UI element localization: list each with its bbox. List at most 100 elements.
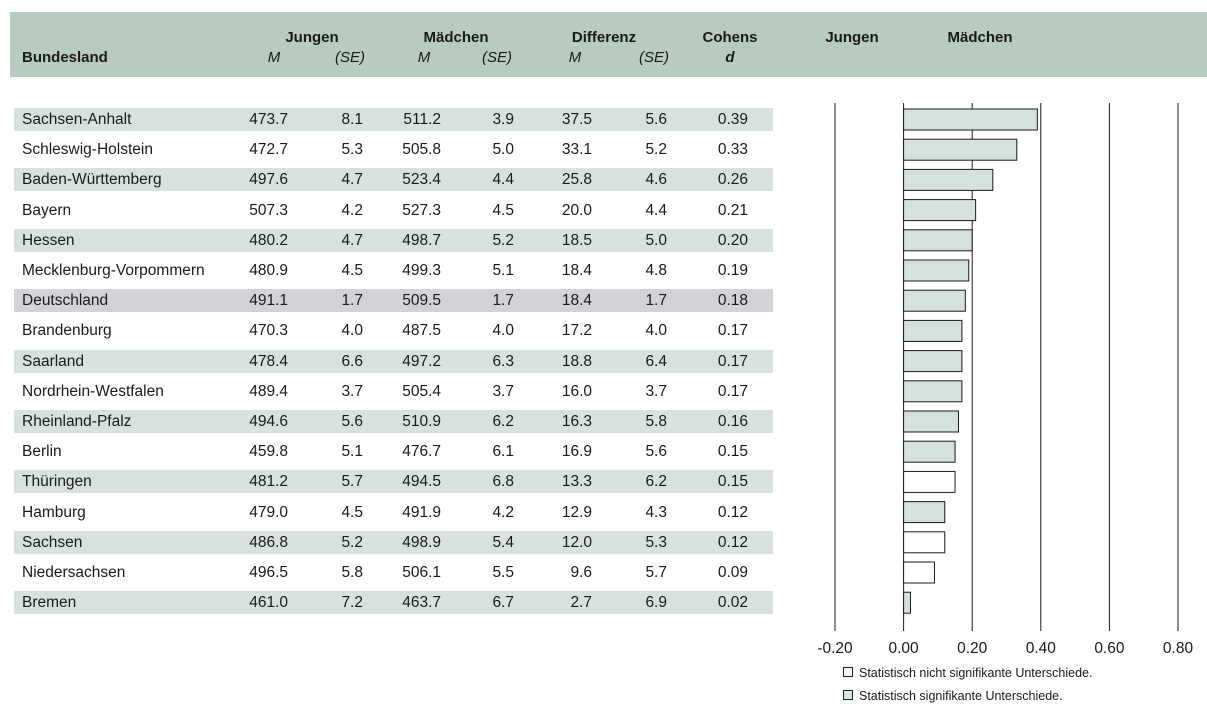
cell-d-se: 5.6 — [645, 443, 667, 461]
cell-j-se: 5.3 — [341, 141, 363, 159]
cell-j-m: 459.8 — [249, 443, 288, 461]
bar — [903, 501, 946, 524]
cell-d-se: 6.9 — [645, 594, 667, 612]
cell-j-m: 473.7 — [249, 111, 288, 128]
cell-m-se: 6.7 — [492, 594, 514, 612]
cell-j-se: 4.7 — [341, 231, 363, 249]
cell-d-se: 4.8 — [645, 262, 667, 279]
chart-header-maedchen: Mädchen — [947, 29, 1013, 46]
cell-d: 0.17 — [717, 322, 748, 340]
cell-name: Niedersachsen — [22, 564, 126, 581]
cell-d: 0.33 — [717, 141, 748, 159]
cell-d-se: 1.7 — [645, 292, 667, 310]
bar — [903, 350, 963, 373]
legend-label-significant: Statistisch signifikante Unterschiede. — [859, 689, 1063, 703]
cell-d-m: 25.8 — [561, 171, 592, 189]
cell-d-m: 9.6 — [570, 564, 592, 581]
cell-name: Schleswig-Holstein — [22, 141, 153, 159]
cell-m-se: 3.7 — [492, 382, 514, 400]
header-jungen-se: (SE) — [335, 49, 365, 66]
table-row: Mecklenburg-Vorpommern 480.9 4.5 499.3 5.1 18… — [14, 259, 773, 282]
cell-m-m: 499.3 — [402, 262, 441, 279]
bar — [903, 138, 1018, 161]
header-maedchen-m: M — [417, 49, 431, 66]
table-row: Schleswig-Holstein 472.7 5.3 505.8 5.0 33.1 5.… — [14, 138, 773, 161]
cell-j-m: 496.5 — [249, 564, 288, 581]
bar — [903, 591, 911, 614]
cell-m-se: 5.1 — [492, 262, 514, 279]
cell-m-m: 463.7 — [402, 594, 441, 612]
cell-d-se: 6.4 — [645, 352, 667, 370]
cell-m-se: 5.4 — [492, 533, 514, 551]
cell-d-m: 33.1 — [561, 141, 592, 159]
cell-j-m: 486.8 — [249, 533, 288, 551]
table-row: Rheinland-Pfalz 494.6 5.6 510.9 6.2 16.3 5.8 0.… — [14, 410, 773, 433]
cell-name: Thüringen — [22, 473, 92, 491]
cell-d: 0.15 — [717, 473, 748, 491]
cell-name: Mecklenburg-Vorpommern — [22, 262, 205, 279]
cell-d: 0.12 — [717, 533, 748, 551]
header-bundesland: Bundesland — [22, 49, 108, 66]
table-row: Bremen 461.0 7.2 463.7 6.7 2.7 6.9 0.02 — [14, 591, 773, 615]
cell-j-se: 5.2 — [341, 533, 363, 551]
table-row: Deutschland 491.1 1.7 509.5 1.7 18.4 1.7 0.18 — [14, 289, 773, 313]
cell-m-m: 494.5 — [402, 473, 441, 491]
cell-m-se: 6.1 — [492, 443, 514, 461]
cell-d-se: 5.7 — [645, 564, 667, 581]
cell-d-m: 16.9 — [561, 443, 592, 461]
cell-d-m: 18.8 — [561, 352, 592, 370]
x-tick-label: 0.60 — [1094, 640, 1125, 657]
header-maedchen: Mädchen — [423, 29, 489, 46]
bar — [903, 470, 956, 493]
cell-m-m: 510.9 — [402, 413, 441, 430]
table-row: Saarland 478.4 6.6 497.2 6.3 18.8 6.4 0.17 — [14, 349, 773, 373]
bar — [903, 259, 970, 282]
cell-d-m: 2.7 — [570, 594, 592, 612]
cell-j-se: 5.1 — [341, 443, 363, 461]
cell-name: Berlin — [22, 443, 62, 461]
header-cohens: Cohens — [702, 29, 758, 46]
cell-name: Sachsen-Anhalt — [22, 111, 132, 128]
bar — [903, 108, 1038, 131]
cell-j-m: 478.4 — [249, 352, 288, 370]
cell-d-m: 17.2 — [561, 322, 592, 340]
bar — [903, 531, 946, 554]
cell-m-se: 6.3 — [492, 352, 514, 370]
cell-name: Sachsen — [22, 533, 83, 551]
cell-d-m: 37.5 — [561, 111, 592, 128]
table-row: Sachsen 486.8 5.2 498.9 5.4 12.0 5.3 0.12 — [14, 530, 773, 554]
cell-d-m: 13.3 — [561, 473, 592, 491]
cell-m-m: 498.7 — [402, 231, 441, 249]
cell-j-se: 4.2 — [341, 201, 363, 219]
cell-name: Bayern — [22, 201, 72, 219]
cell-d-se: 5.8 — [645, 413, 667, 430]
cell-d: 0.19 — [717, 262, 748, 279]
cell-d-m: 20.0 — [561, 201, 592, 219]
table-row: Niedersachsen 496.5 5.8 506.1 5.5 9.6 5.7 0.09 — [14, 561, 773, 584]
cell-j-se: 4.0 — [341, 322, 363, 340]
cell-d: 0.09 — [717, 564, 748, 581]
cell-d: 0.17 — [717, 352, 748, 370]
cell-d-se: 5.3 — [645, 533, 667, 551]
table-row: Hamburg 479.0 4.5 491.9 4.2 12.9 4.3 0.12 — [14, 501, 773, 524]
cell-d: 0.39 — [717, 111, 748, 128]
cell-d-se: 5.6 — [645, 111, 667, 128]
legend-label-not-significant: Statistisch nicht signifikante Unterschi… — [859, 666, 1093, 680]
legend-item-not-significant: Statistisch nicht signifikante Unterschi… — [843, 666, 1092, 680]
header-jungen: Jungen — [285, 29, 339, 46]
cell-d-se: 5.0 — [645, 231, 667, 249]
cell-m-se: 5.5 — [492, 564, 514, 581]
bar — [903, 561, 935, 584]
cell-m-m: 511.2 — [403, 111, 441, 128]
table-row: Berlin 459.8 5.1 476.7 6.1 16.9 5.6 0.15 — [14, 440, 773, 463]
cell-m-m: 505.8 — [402, 141, 441, 159]
cell-m-m: 509.5 — [402, 292, 441, 310]
cell-name: Baden-Württemberg — [22, 171, 162, 189]
cell-d-m: 18.4 — [561, 292, 592, 310]
cell-m-se: 3.9 — [492, 111, 514, 128]
cell-d-m: 16.0 — [561, 382, 592, 400]
table-row: Hessen 480.2 4.7 498.7 5.2 18.5 5.0 0.20 — [14, 228, 773, 252]
cell-m-se: 5.2 — [492, 231, 514, 249]
cell-j-se: 1.7 — [341, 292, 363, 310]
